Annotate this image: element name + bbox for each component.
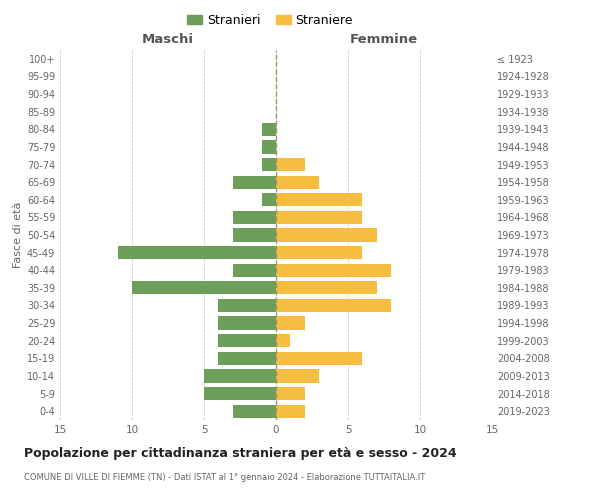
Text: Popolazione per cittadinanza straniera per età e sesso - 2024: Popolazione per cittadinanza straniera p… xyxy=(24,448,457,460)
Bar xyxy=(132,281,276,294)
Text: COMUNE DI VILLE DI FIEMME (TN) - Dati ISTAT al 1° gennaio 2024 - Elaborazione TU: COMUNE DI VILLE DI FIEMME (TN) - Dati IS… xyxy=(24,472,425,482)
Bar xyxy=(276,228,377,241)
Bar xyxy=(233,228,276,241)
Bar xyxy=(276,158,305,171)
Legend: Stranieri, Straniere: Stranieri, Straniere xyxy=(182,8,358,32)
Bar xyxy=(276,193,362,206)
Bar xyxy=(276,281,377,294)
Bar xyxy=(276,370,319,382)
Bar xyxy=(233,211,276,224)
Bar xyxy=(233,264,276,277)
Bar xyxy=(204,387,276,400)
Bar xyxy=(204,370,276,382)
Bar xyxy=(262,140,276,153)
Bar xyxy=(276,299,391,312)
Bar xyxy=(262,122,276,136)
Bar xyxy=(262,193,276,206)
Bar xyxy=(276,246,362,259)
Bar xyxy=(276,176,319,188)
Y-axis label: Fasce di età: Fasce di età xyxy=(13,202,23,268)
Bar xyxy=(233,176,276,188)
Bar xyxy=(276,316,305,330)
Bar xyxy=(276,352,362,365)
Bar xyxy=(218,352,276,365)
Bar xyxy=(233,404,276,418)
Bar xyxy=(276,264,391,277)
Bar xyxy=(276,334,290,347)
Bar xyxy=(218,299,276,312)
Text: Maschi: Maschi xyxy=(142,34,194,46)
Bar xyxy=(276,404,305,418)
Bar xyxy=(218,334,276,347)
Bar xyxy=(118,246,276,259)
Text: Femmine: Femmine xyxy=(350,34,418,46)
Bar xyxy=(218,316,276,330)
Bar xyxy=(262,158,276,171)
Bar xyxy=(276,211,362,224)
Bar xyxy=(276,387,305,400)
